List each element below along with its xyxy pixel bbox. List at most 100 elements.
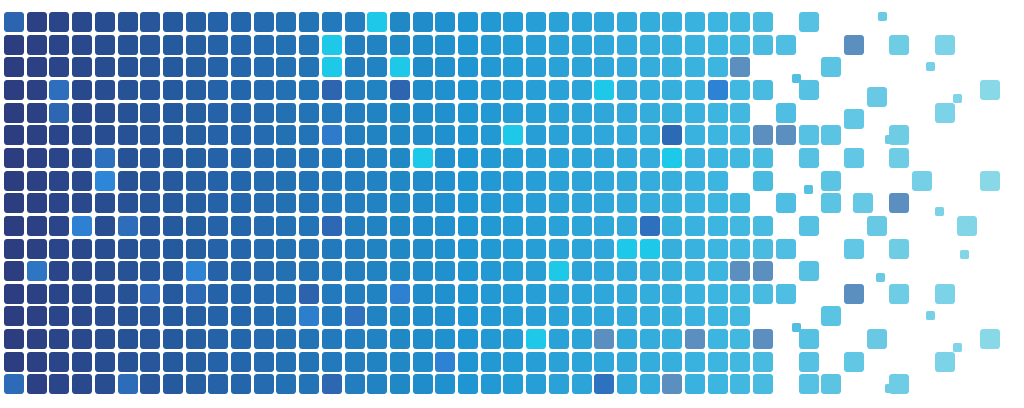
mosaic-tile	[594, 125, 615, 146]
mosaic-tile	[639, 238, 660, 259]
mosaic-tile	[480, 283, 501, 304]
mosaic-tile	[503, 102, 524, 123]
mosaic-tile	[231, 12, 251, 32]
mosaic-tile	[117, 102, 138, 123]
mosaic-tile	[571, 170, 592, 191]
mosaic-tile	[72, 12, 93, 32]
mosaic-tile	[639, 193, 660, 214]
mosaic-tile	[594, 351, 615, 372]
mosaic-tile	[458, 283, 478, 304]
mosaic-tile	[72, 329, 93, 350]
mosaic-tile	[934, 34, 955, 55]
mosaic-tile	[276, 306, 297, 327]
mosaic-tile	[344, 34, 365, 55]
mosaic-tile	[639, 125, 660, 146]
mosaic-tile	[594, 215, 615, 236]
mosaic-tile	[94, 306, 115, 327]
mosaic-tile	[276, 261, 297, 282]
mosaic-tile	[730, 374, 751, 395]
mosaic-tile	[548, 329, 569, 350]
mosaic-tile	[480, 102, 501, 123]
mosaic-tile	[94, 283, 115, 304]
mosaic-tile	[852, 193, 873, 214]
mosaic-tile	[458, 329, 478, 350]
mosaic-tile	[321, 170, 342, 191]
mosaic-tile	[389, 329, 410, 350]
mosaic-tile	[117, 306, 138, 327]
mosaic-tile	[185, 34, 206, 55]
mosaic-tile	[792, 322, 802, 332]
mosaic-tile	[117, 125, 138, 146]
mosaic-tile	[548, 170, 569, 191]
mosaic-tile	[730, 102, 751, 123]
mosaic-tile	[389, 238, 410, 259]
mosaic-tile	[926, 311, 936, 321]
mosaic-tile	[299, 102, 320, 123]
mosaic-tile	[26, 374, 47, 395]
mosaic-tile	[49, 329, 70, 350]
mosaic-tile	[435, 102, 456, 123]
mosaic-tile	[926, 62, 936, 72]
mosaic-tile	[299, 238, 320, 259]
mosaic-tile	[412, 34, 433, 55]
mosaic-tile	[299, 193, 320, 214]
mosaic-tile	[548, 306, 569, 327]
mosaic-tile	[707, 12, 728, 32]
mosaic-tile	[276, 170, 297, 191]
mosaic-tile	[389, 79, 410, 100]
mosaic-tile	[548, 351, 569, 372]
mosaic-tile	[4, 34, 24, 55]
mosaic-tile	[367, 170, 388, 191]
mosaic-tile	[503, 57, 524, 78]
mosaic-tile	[594, 238, 615, 259]
mosaic-tile	[685, 374, 705, 395]
mosaic-tile	[276, 193, 297, 214]
mosaic-tile	[389, 193, 410, 214]
mosaic-tile	[367, 79, 388, 100]
mosaic-tile	[299, 12, 320, 32]
mosaic-tile	[4, 147, 24, 168]
mosaic-tile	[753, 34, 774, 55]
mosaic-tile	[639, 147, 660, 168]
mosaic-tile	[4, 102, 24, 123]
mosaic-tile	[412, 261, 433, 282]
mosaic-tile	[185, 193, 206, 214]
mosaic-tile	[94, 329, 115, 350]
mosaic-tile	[616, 12, 637, 32]
mosaic-tile	[458, 215, 478, 236]
mosaic-tile	[344, 125, 365, 146]
mosaic-tile	[775, 102, 796, 123]
mosaic-tile	[412, 147, 433, 168]
mosaic-tile	[526, 283, 547, 304]
mosaic-tile	[798, 351, 819, 372]
mosaic-tile	[162, 170, 183, 191]
mosaic-tile	[276, 12, 297, 32]
mosaic-tile	[389, 12, 410, 32]
mosaic-tile	[185, 12, 206, 32]
mosaic-tile	[344, 351, 365, 372]
mosaic-tile	[639, 351, 660, 372]
mosaic-tile	[162, 125, 183, 146]
mosaic-tile	[231, 34, 251, 55]
mosaic-tile	[299, 57, 320, 78]
mosaic-tile	[548, 79, 569, 100]
mosaic-tile	[876, 272, 886, 282]
mosaic-tile	[685, 193, 705, 214]
mosaic-tile	[662, 102, 683, 123]
mosaic-tile	[526, 102, 547, 123]
mosaic-tile	[616, 79, 637, 100]
mosaic-tile	[276, 57, 297, 78]
mosaic-tile	[458, 238, 478, 259]
mosaic-tile	[889, 147, 910, 168]
mosaic-tile	[185, 79, 206, 100]
mosaic-tile	[49, 261, 70, 282]
mosaic-tile	[685, 125, 705, 146]
mosaic-tile	[367, 193, 388, 214]
mosaic-tile	[4, 57, 24, 78]
mosaic-tile	[480, 34, 501, 55]
mosaic-tile	[49, 102, 70, 123]
mosaic-tile	[503, 147, 524, 168]
mosaic-tile	[344, 215, 365, 236]
mosaic-tile	[321, 374, 342, 395]
